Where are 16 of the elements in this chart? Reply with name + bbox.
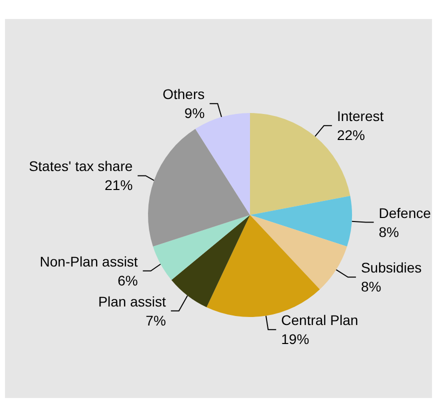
slice-label: Non-Plan assist <box>40 253 138 270</box>
data-label: 7% <box>146 312 166 328</box>
slice-label: Plan assist <box>98 293 166 310</box>
slice-label: Defence <box>378 204 432 221</box>
slice-label: Subsidies <box>360 260 422 276</box>
slice-label: Interest <box>336 108 384 124</box>
slice-label: States' tax share <box>28 158 133 174</box>
data-label: 8% <box>360 278 382 295</box>
data-label: 21% <box>104 177 133 194</box>
data-label: 22% <box>336 127 365 144</box>
data-label: 9% <box>184 105 205 122</box>
slice-label: Central Plan <box>281 312 358 328</box>
data-label: 8% <box>378 224 400 240</box>
slice-label: Others <box>162 86 205 102</box>
data-label: 19% <box>281 331 310 348</box>
data-label: 6% <box>118 272 138 288</box>
